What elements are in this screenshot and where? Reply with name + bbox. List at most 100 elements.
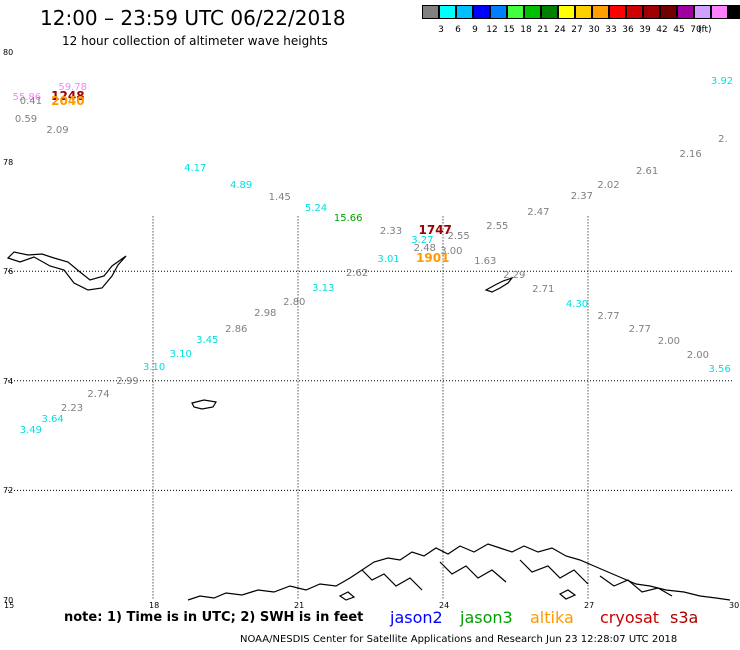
scale-swatch [558,5,575,19]
scale-label: 18 [520,25,532,35]
wave-height-label: 4.30 [565,298,589,310]
wave-height-label: 1901 [416,251,450,266]
landmass-south [187,543,731,601]
wave-height-label: 3.56 [708,363,731,375]
wave-height-label: 2.37 [570,191,594,203]
scale-swatch [439,5,456,19]
wave-height-label: 4.17 [184,162,207,174]
islet-1 [338,591,356,601]
wave-height-label: 3.10 [143,362,166,374]
y-tick-label: 76 [3,267,14,277]
map-subtitle: 12 hour collection of altimeter wave hei… [62,34,328,48]
scale-swatch [524,5,541,19]
y-tick-label: 74 [3,376,14,386]
fjord-3 [519,559,589,585]
wave-height-label: 3.10 [169,349,192,361]
scale-swatch [507,5,524,19]
y-tick-label: 72 [3,486,14,496]
wave-height-label: 3.64 [41,413,64,425]
scale-label: 70 [690,25,702,35]
wave-height-label: 3.92 [710,76,734,88]
map-grid [8,216,733,600]
x-tick-label: 27 [584,601,595,610]
scale-unit: (ft) [698,25,712,35]
scale-swatch [728,5,740,19]
wave-height-label: 2.00 [657,335,681,347]
wave-height-label: 2.23 [60,402,84,414]
scale-swatch [473,5,490,19]
scale-swatch [422,5,439,19]
wave-height-label: 2.74 [87,389,110,401]
wave-height-label: 2.29 [503,270,526,282]
wave-height-label: 2.48 [413,242,436,254]
wave-height-label: 3.27 [411,234,434,246]
wave-height-label: 1.45 [268,191,291,203]
x-tick-label: 21 [294,601,305,610]
wave-height-label: 15.66 [333,213,363,225]
bear-island [191,399,217,410]
scale-swatch [643,5,660,19]
note-text: note: 1) Time is in UTC; 2) SWH is in fe… [64,610,364,625]
y-tick-label: 70 [3,596,14,605]
islet-2 [558,589,577,600]
wave-height-label: 2.55 [447,231,470,243]
x-tick-label: 30 [729,601,740,610]
satellite-jason3: jason3 [460,608,513,627]
scale-swatch [711,5,728,19]
wave-height-label: 55.86 [12,92,42,104]
wave-height-label: 2.98 [254,308,277,320]
landmass-northwest [6,251,127,291]
satellite-s3a: s3a [670,608,699,627]
hopen-island [484,276,514,293]
wave-height-label: 3.45 [196,335,219,347]
wave-height-label: 2.16 [679,149,702,161]
wave-height-label: 3.49 [19,424,43,436]
wave-height-label: 0.59 [14,113,38,125]
wave-height-label: 3.13 [312,283,335,295]
scale-swatch [626,5,643,19]
scale-label: 3 [438,25,444,35]
x-tick-label: 24 [439,601,450,610]
wave-height-label: 59.78 [58,81,88,93]
coastline [6,251,731,601]
wave-height-label: 1.63 [474,255,497,267]
scale-label: 21 [537,25,549,35]
scale-swatch [592,5,609,19]
scale-label: 15 [503,25,515,35]
wave-height-label: 2.71 [532,284,555,296]
scale-label: 12 [486,25,498,35]
scale-label: 45 [673,25,685,35]
scale-swatch [609,5,626,19]
satellite-cryosat: cryosat [600,608,660,627]
wave-height-label: 2.47 [527,207,550,219]
wave-height-label: 2040 [51,94,85,109]
scale-label: 6 [455,25,461,35]
credit-line: NOAA/NESDIS Center for Satellite Applica… [240,634,678,645]
wave-height-label: 2.09 [46,124,69,136]
wave-height-label: 3.01 [377,253,400,265]
wave-height-label: 0.41 [19,95,43,107]
wave-height-label: 2.62 [346,267,369,279]
x-tick-label: 18 [149,601,160,610]
wave-height-label: 1248 [51,88,85,103]
wave-height-label: 5.24 [304,202,328,214]
scale-swatch [660,5,677,19]
satellite-altika: altika [530,608,574,627]
wave-height-label: 2.99 [116,375,139,387]
y-tick-label: 80 [3,48,14,57]
wave-height-label: 2.00 [686,349,710,361]
wave-height-label: 2.77 [597,311,620,323]
scale-label: 24 [554,25,566,35]
satellite-jason2: jason2 [390,608,443,627]
x-tick-label: 15 [4,601,15,610]
scale-swatch [575,5,592,19]
scale-swatch [541,5,558,19]
fjord-4 [599,575,673,597]
scale-swatch [677,5,694,19]
fjord-1 [361,569,423,591]
wave-height-label: 2.33 [379,225,403,237]
wave-height-label: 1747 [418,223,452,238]
scale-label: 9 [472,25,478,35]
scale-label: 42 [656,25,668,35]
